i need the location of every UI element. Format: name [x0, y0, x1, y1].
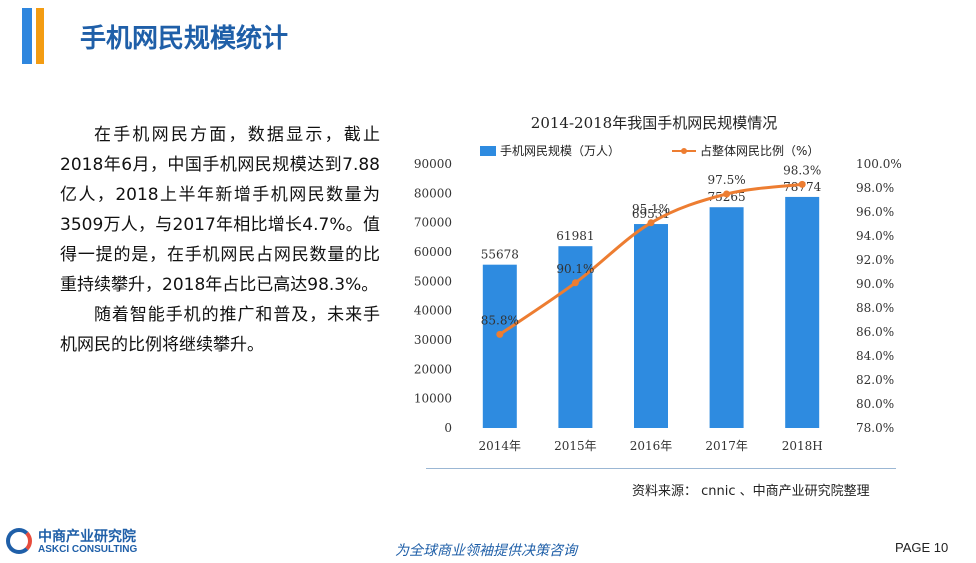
- bar: [785, 196, 820, 428]
- line-point: [571, 279, 579, 287]
- source-divider: [426, 468, 896, 469]
- bar: [558, 246, 593, 428]
- line-point: [496, 330, 504, 338]
- x-tick-label: 2018H: [782, 439, 823, 453]
- line-value-label: 95.1%: [632, 202, 670, 216]
- x-tick-label: 2014年: [479, 439, 522, 453]
- right-tick-label: 92.0%: [856, 253, 894, 267]
- right-tick-label: 80.0%: [856, 397, 894, 411]
- left-tick-label: 90000: [414, 157, 452, 171]
- left-tick-label: 70000: [414, 216, 452, 230]
- body-text: 在手机网民方面，数据显示，截止2018年6月，中国手机网民规模达到7.88亿人，…: [60, 120, 380, 360]
- x-tick-label: 2017年: [705, 439, 748, 453]
- left-tick-label: 20000: [414, 362, 452, 376]
- right-axis: 78.0% 80.0% 82.0% 84.0% 86.0% 88.0% 90.0% 92.0%…: [856, 157, 902, 435]
- source-note: 资料来源： cnnic 、中商产业研究院整理: [632, 484, 870, 499]
- right-tick-label: 82.0%: [856, 373, 894, 387]
- right-tick-label: 88.0%: [856, 301, 894, 315]
- right-tick-label: 84.0%: [856, 349, 894, 363]
- chart-legend: 手机网民规模（万人） 占整体网民比例（%）: [480, 143, 819, 158]
- right-tick-label: 86.0%: [856, 325, 894, 339]
- legend-swatch-marker: [681, 148, 687, 154]
- logo-text-en: ASKCI CONSULTING: [38, 544, 138, 555]
- logo-icon: [6, 528, 32, 554]
- line-point: [798, 180, 806, 188]
- footer-slogan: 为全球商业领袖提供决策咨询: [395, 543, 577, 559]
- left-tick-label: 40000: [414, 304, 452, 318]
- bar: [634, 224, 668, 428]
- header-accent-orange: [36, 8, 44, 64]
- page-title: 手机网民规模统计: [80, 24, 289, 54]
- bar-value-label: 55678: [481, 248, 519, 262]
- left-tick-label: 60000: [414, 245, 452, 259]
- logo-text-cn: 中商产业研究院: [38, 529, 136, 545]
- line-value-label: 98.3%: [783, 163, 821, 177]
- bar: [482, 264, 517, 428]
- left-tick-label: 80000: [414, 186, 452, 200]
- x-tick-label: 2015年: [554, 439, 597, 453]
- line-series: 85.8% 90.1% 95.1% 97.5% 98.3%: [481, 163, 821, 338]
- paragraph-1: 在手机网民方面，数据显示，截止2018年6月，中国手机网民规模达到7.88亿人，…: [60, 125, 380, 295]
- page-number: PAGE 10: [895, 540, 949, 555]
- right-tick-label: 78.0%: [856, 421, 894, 435]
- header-accent-blue: [22, 8, 32, 64]
- line-point: [647, 219, 655, 227]
- left-tick-label: 10000: [414, 392, 452, 406]
- chart-svg: 2014-2018年我国手机网民规模情况 手机网民规模（万人） 占整体网民比例（…: [414, 114, 902, 453]
- left-tick-label: 30000: [414, 333, 452, 347]
- right-tick-label: 96.0%: [856, 205, 894, 219]
- right-tick-label: 94.0%: [856, 229, 894, 243]
- left-axis: 0 10000 20000 30000 40000 50000 60000 70000 8000…: [414, 157, 452, 435]
- legend-label-bar: 手机网民规模（万人）: [500, 143, 620, 158]
- line-value-label: 85.8%: [481, 313, 519, 327]
- line-point: [723, 190, 731, 198]
- paragraph-2: 随着智能手机的推广和普及，未来手机网民的比例将继续攀升。: [60, 305, 380, 355]
- x-tick-label: 2016年: [630, 439, 673, 453]
- bar: [709, 207, 744, 428]
- company-logo: 中商产业研究院 ASKCI CONSULTING: [6, 526, 166, 560]
- legend-label-line: 占整体网民比例（%）: [700, 143, 819, 158]
- right-tick-label: 90.0%: [856, 277, 894, 291]
- chart-title: 2014-2018年我国手机网民规模情况: [531, 114, 777, 132]
- left-tick-label: 50000: [414, 274, 452, 288]
- x-axis: 2014年 2015年 2016年 2017年 2018H: [479, 439, 823, 453]
- bar-value-label: 61981: [556, 229, 594, 243]
- legend-swatch-bar: [480, 146, 496, 156]
- line-value-label: 97.5%: [708, 173, 746, 187]
- right-tick-label: 100.0%: [856, 157, 902, 171]
- right-tick-label: 98.0%: [856, 181, 894, 195]
- chart: 2014-2018年我国手机网民规模情况 手机网民规模（万人） 占整体网民比例（…: [400, 106, 920, 466]
- left-tick-label: 0: [444, 421, 452, 435]
- line-value-label: 90.1%: [556, 262, 594, 276]
- bar-series: 5567861981695317526578774: [481, 180, 822, 428]
